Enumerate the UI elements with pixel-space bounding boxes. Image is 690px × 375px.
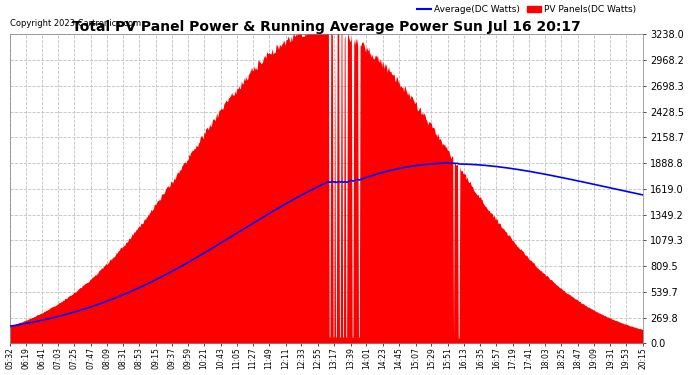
Title: Total PV Panel Power & Running Average Power Sun Jul 16 20:17: Total PV Panel Power & Running Average P… — [72, 20, 581, 34]
Legend: Average(DC Watts), PV Panels(DC Watts): Average(DC Watts), PV Panels(DC Watts) — [415, 3, 638, 16]
Text: Copyright 2023 Cartronics.com: Copyright 2023 Cartronics.com — [10, 19, 141, 28]
